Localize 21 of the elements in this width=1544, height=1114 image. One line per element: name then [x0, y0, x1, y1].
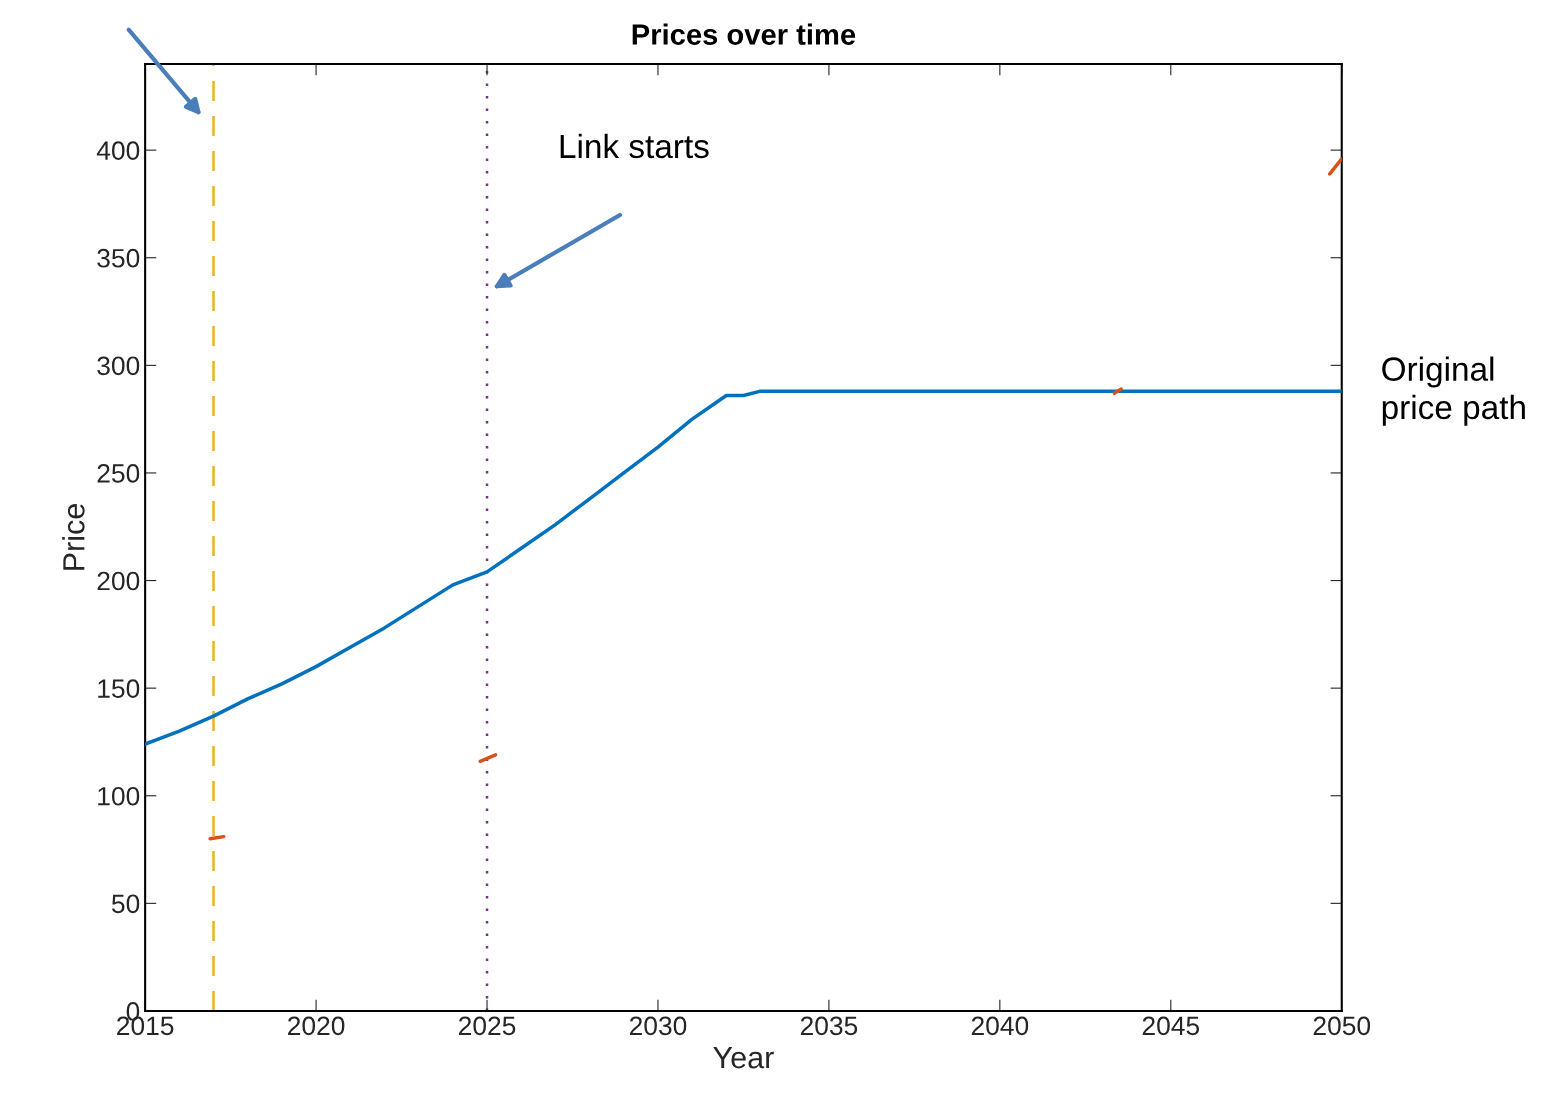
y-tick-label: 200: [97, 571, 140, 591]
x-tick-label: 2045: [1142, 1016, 1200, 1036]
x-tick-label: 2050: [1313, 1016, 1371, 1036]
y-tick-label: 50: [111, 894, 140, 914]
x-tick-label: 2040: [971, 1016, 1029, 1036]
x-axis-title: Year: [713, 1047, 774, 1069]
line-series: [145, 389, 1342, 746]
chart-title: Prices over time: [632, 23, 856, 45]
y-tick-label: 250: [97, 464, 140, 483]
y-axis-title: Price: [62, 504, 85, 570]
y-tick-label: 150: [98, 679, 140, 698]
x-tick-label: 2030: [629, 1016, 687, 1036]
series-label: Original price path: [1382, 356, 1525, 426]
x-tick-label: 2020: [288, 1016, 345, 1036]
y-tick-label: 100: [98, 786, 140, 806]
x-tick-label: 2035: [800, 1016, 858, 1036]
x-tick-label: 2025: [459, 1016, 516, 1036]
y-tick-label: 300: [97, 356, 140, 376]
y-tick-label: 350: [97, 248, 140, 268]
y-tick-label: 400: [96, 141, 140, 160]
annotation: Link starts: [560, 133, 709, 159]
